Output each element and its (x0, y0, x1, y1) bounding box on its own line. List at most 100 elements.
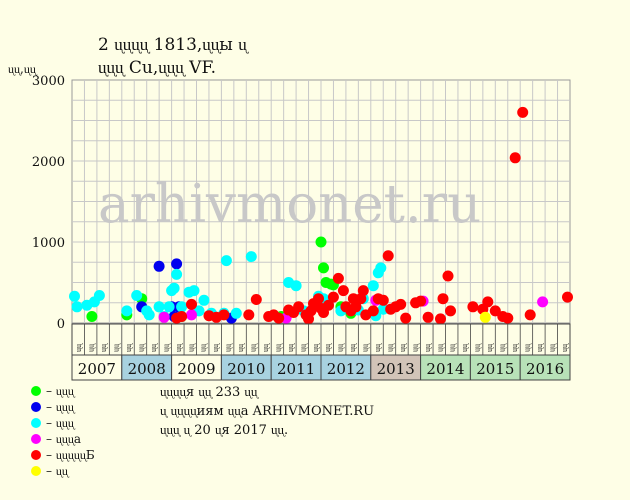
year-label-2010: 2010 (227, 360, 265, 378)
slot-label: ᶙᶙ (522, 343, 531, 352)
legend-swatch-3 (31, 434, 41, 444)
year-cell-2013 (370, 354, 422, 381)
slot-label: ᶙᶙ (547, 343, 556, 352)
point-series-4 (357, 285, 369, 297)
point-series-2 (121, 305, 133, 317)
point-series-4 (350, 301, 362, 313)
watermark: arhivmonet.ru (98, 174, 481, 235)
year-cell-2007 (71, 354, 123, 381)
slot-label: ᶙᶙ (460, 343, 469, 352)
point-series-4 (509, 152, 521, 164)
point-series-2 (290, 280, 302, 292)
point-series-4 (442, 270, 454, 282)
point-series-2 (171, 268, 183, 280)
point-series-4 (435, 313, 446, 325)
slot-label: ᶙᶙ (298, 343, 307, 352)
point-series-4 (437, 293, 449, 305)
y-tick-0: 0 (57, 317, 65, 332)
point-series-4 (395, 298, 407, 310)
point-series-4 (489, 305, 501, 317)
slot-label: ᶙᶙ (410, 343, 419, 352)
point-series-5 (479, 311, 491, 323)
point-series-2 (69, 290, 80, 302)
y-tick-2000: 2000 (32, 155, 65, 170)
point-series-4 (337, 285, 349, 297)
note-count: ᶙᶙᶙᶙя ᶙᶙ 233 ᶙᶙ (160, 385, 259, 400)
point-series-4 (415, 295, 427, 307)
year-label-2015: 2015 (476, 360, 514, 378)
point-series-4 (482, 296, 494, 308)
slot-label: ᶙᶙ (423, 343, 432, 352)
point-series-4 (243, 309, 255, 321)
slot-label: ᶙᶙ (99, 343, 108, 352)
slot-label: ᶙᶙ (448, 343, 457, 352)
header: 2 ᶙᶙᶙᶙ 1813,ᶙᶙы ᶙ ᶙᶙᶙ Cu,ᶙᶙᶙ VF. (98, 35, 249, 78)
point-series-4 (517, 106, 529, 118)
point-series-4 (332, 272, 344, 284)
note-source: ᶙ ᶙᶙᶙᶙиям ᶙᶙа ARHIVMONET.RU (160, 404, 374, 419)
legend-label-2: – ᶙᶙᶙ (46, 416, 76, 430)
slot-label: ᶙᶙ (348, 343, 357, 352)
legend-swatch-2 (31, 418, 41, 428)
point-series-1 (153, 260, 165, 272)
slot-label: ᶙᶙ (161, 343, 170, 352)
year-cell-2016 (519, 354, 571, 381)
slot-label: ᶙᶙ (186, 343, 195, 352)
point-series-4 (502, 312, 514, 324)
point-series-4 (467, 301, 479, 313)
point-series-3 (158, 311, 170, 323)
slot-label: ᶙᶙ (510, 343, 519, 352)
year-label-2013: 2013 (377, 360, 415, 378)
point-series-4 (445, 305, 456, 317)
slot-label: ᶙᶙ (385, 343, 394, 352)
chart-title-line2: ᶙᶙᶙ Cu,ᶙᶙᶙ VF. (98, 58, 216, 78)
y-tick-3000: 3000 (32, 74, 65, 89)
point-series-2 (131, 290, 143, 301)
slot-label: ᶙᶙ (286, 343, 295, 352)
slot-label: ᶙᶙ (74, 343, 83, 352)
legend-swatch-1 (31, 402, 41, 412)
slot-label: ᶙᶙ (136, 343, 145, 352)
year-label-2016: 2016 (526, 360, 564, 378)
legend-label-5: – ᶙᶙ (46, 464, 70, 478)
slot-label: ᶙᶙ (112, 343, 121, 352)
note-date: ᶙᶙᶙ ᶙ 20 ᶙя 2017 ᶙᶙ. (160, 423, 288, 438)
point-series-4 (293, 301, 305, 313)
legend: – ᶙᶙᶙ – ᶙᶙᶙ – ᶙᶙᶙ – ᶙᶙᶙа – ᶙᶙᶙᶙᶙБ – ᶙᶙ (31, 384, 95, 478)
point-series-2 (198, 294, 210, 306)
point-series-4 (273, 312, 285, 324)
point-series-0 (86, 311, 98, 322)
slot-label: ᶙᶙ (236, 343, 245, 352)
point-series-2 (71, 301, 83, 313)
point-series-2 (163, 301, 175, 313)
notes: ᶙᶙᶙᶙя ᶙᶙ 233 ᶙᶙ ᶙ ᶙᶙᶙᶙиям ᶙᶙа ARHIVMONET… (160, 385, 374, 438)
x-axis: ᶙᶙ ᶙᶙ ᶙᶙ ᶙᶙ ᶙᶙ ᶙᶙ ᶙᶙ ᶙᶙ ᶙᶙ ᶙᶙ ᶙᶙ ᶙᶙ ᶙᶙ ᶙᶙ ᶙᶙ ᶙᶙ ᶙᶙ ᶙᶙ ᶙᶙ ᶙᶙ… (71, 323, 571, 381)
point-series-4 (323, 299, 334, 311)
slot-label: ᶙᶙ (485, 343, 494, 352)
point-series-2 (375, 262, 387, 274)
point-series-2 (176, 301, 188, 313)
point-series-4 (524, 309, 536, 321)
legend-label-0: – ᶙᶙᶙ (46, 384, 76, 398)
slot-label: ᶙᶙ (249, 343, 258, 352)
point-series-0 (318, 262, 329, 274)
slot-label: ᶙᶙ (398, 343, 407, 352)
point-series-2 (188, 285, 200, 297)
slot-label: ᶙᶙ (336, 343, 345, 352)
year-cell-2012 (320, 354, 372, 381)
year-label-2007: 2007 (78, 360, 116, 378)
point-series-3 (186, 309, 197, 321)
point-series-4 (186, 298, 197, 310)
slot-label: ᶙᶙ (261, 343, 270, 352)
point-series-4 (327, 291, 339, 303)
slot-label: ᶙᶙ (361, 343, 370, 352)
legend-swatch-0 (31, 386, 41, 396)
slot-label: ᶙᶙ (124, 343, 133, 352)
point-series-2 (143, 309, 155, 321)
slot-label: ᶙᶙ (535, 343, 544, 352)
point-series-4 (313, 293, 324, 305)
point-series-2 (168, 282, 180, 294)
point-series-2 (245, 251, 257, 263)
point-series-2 (367, 280, 379, 292)
slot-label: ᶙᶙ (473, 343, 482, 352)
